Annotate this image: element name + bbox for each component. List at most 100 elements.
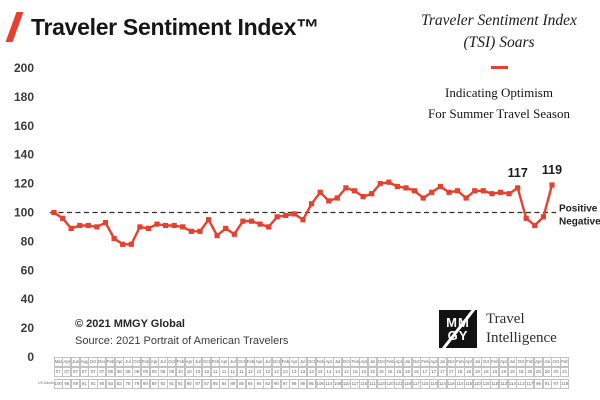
axis-month-cell: Feb	[420, 357, 430, 367]
tsi-data-point	[51, 209, 57, 216]
tsi-data-point	[154, 221, 160, 227]
y-axis-tick: 140	[14, 148, 34, 162]
axis-month-cell: Apr	[464, 357, 474, 367]
tsi-data-point	[386, 179, 392, 185]
axis-year-cell: 09	[140, 367, 151, 377]
logo-wordmark-line1: Travel	[486, 311, 525, 328]
axis-value-cell: 93	[105, 378, 116, 389]
tsi-data-point	[463, 195, 469, 201]
tsi-data-point	[506, 191, 512, 197]
axis-month-cell: Apr	[429, 357, 439, 367]
axis-year-cell: 16	[411, 367, 421, 377]
axis-month-cell: Jul	[507, 357, 517, 367]
axis-value-cell: 96	[533, 378, 544, 389]
axis-year-cell: 21	[560, 367, 570, 377]
axis-month-cell: Jul	[228, 357, 238, 367]
axis-year-cell: 17	[437, 367, 448, 377]
tsi-data-point	[420, 195, 426, 201]
axis-year-cell: 19	[507, 367, 517, 377]
axis-year-cell: 12	[245, 367, 255, 377]
axis-year-cell: 07	[97, 367, 107, 377]
axis-year-cell: 10	[175, 367, 186, 377]
axis-year-cell: 20	[525, 367, 535, 377]
axis-month-cell: Jul	[437, 357, 448, 367]
callout-headline-line2: (TSI) Soars	[463, 33, 535, 51]
axis-month-cell: Feb	[315, 357, 325, 367]
axis-year-cell: 07	[70, 367, 81, 377]
axis-value-cell: 90	[97, 378, 107, 389]
tsi-data-point	[231, 231, 237, 237]
tsi-data-point	[171, 222, 177, 229]
tsi-data-point	[497, 189, 504, 195]
y-axis-tick: 160	[14, 119, 34, 133]
tsi-data-point	[360, 194, 366, 200]
axis-value-cell: 118	[446, 378, 456, 389]
axis-value-cell: 90	[271, 378, 282, 389]
footer-note: © 2021 MMGY Global Source: 2021 Portrait…	[75, 316, 288, 349]
axis-month-cell: Oct	[376, 357, 386, 367]
axis-year-cell: 14	[341, 367, 351, 377]
axis-series-label	[38, 367, 54, 377]
axis-value-cell: 97	[280, 378, 290, 389]
axis-month-cell: Jul	[158, 357, 168, 367]
y-axis-tick: 180	[14, 90, 34, 104]
axis-month-cell: Jul	[263, 357, 273, 367]
callout-headline: Traveler Sentiment Index (TSI) Soars	[398, 10, 600, 53]
axis-value-cell: 89	[228, 378, 238, 389]
axis-month-cell: Feb	[385, 357, 395, 367]
axis-year-cell: 14	[333, 367, 343, 377]
axis-year-cell: 09	[158, 367, 168, 377]
callout-headline-line1: Traveler Sentiment Index	[421, 12, 577, 29]
axis-value-cell: 87	[193, 378, 203, 389]
axis-year-cell: 07	[79, 367, 89, 377]
axis-value-cell: 110	[472, 378, 482, 389]
axis-month-cell: Feb	[280, 357, 290, 367]
axis-year-cell: 14	[315, 367, 325, 377]
axis-month-cell: Feb	[175, 357, 186, 367]
tsi-data-point	[248, 218, 255, 224]
axis-table-row: 07 07 07 07 07 07 08 08 08 08 09 09 09 09 10 10 10 10 11 11…	[38, 367, 570, 377]
axis-year-cell: 13	[298, 367, 308, 377]
negative-label: Negative	[559, 217, 600, 228]
axis-value-cell: 106	[315, 378, 325, 389]
copyright-text: © 2021 MMGY Global	[75, 318, 185, 330]
tsi-data-point	[540, 214, 546, 220]
axis-value-cell: 91	[167, 378, 177, 389]
axis-year-cell: 07	[88, 367, 98, 377]
axis-value-cell: 78	[123, 378, 133, 389]
axis-value-cell: 117	[525, 378, 535, 389]
tsi-data-point	[429, 189, 435, 195]
axis-month-cell: Mar	[53, 357, 63, 367]
y-axis-tick: 80	[21, 234, 35, 248]
axis-value-cell: 95	[210, 378, 220, 389]
axis-year-cell: 08	[105, 367, 116, 377]
axis-value-cell: 114	[437, 378, 448, 389]
axis-month-cell: Apr	[184, 357, 194, 367]
header: Traveler Sentiment Index™	[5, 12, 319, 42]
axis-year-cell: 13	[306, 367, 317, 377]
y-axis-tick: 0	[27, 350, 34, 364]
axis-month-cell: Jul	[367, 357, 378, 367]
axis-year-cell: 16	[402, 367, 413, 377]
axis-value-cell: 108	[333, 378, 343, 389]
logo-wordmark-line2: Intelligence	[486, 330, 557, 346]
axis-value-cell: 89	[70, 378, 81, 389]
tsi-data-point	[214, 233, 220, 239]
y-axis-tick: 40	[21, 292, 35, 306]
axis-year-cell: 18	[472, 367, 482, 377]
axis-year-cell: 15	[376, 367, 386, 377]
axis-year-cell: 12	[254, 367, 264, 377]
tsi-data-point	[377, 181, 383, 187]
tsi-data-point	[197, 228, 203, 234]
axis-month-cell: Oct	[551, 357, 561, 367]
axis-month-cell: Apr	[62, 357, 72, 367]
axis-value-cell: 118	[402, 378, 413, 389]
tsi-data-point	[369, 191, 375, 197]
tsi-data-point	[309, 201, 315, 207]
tsi-data-point	[549, 182, 555, 188]
tsi-data-point	[94, 224, 100, 230]
tsi-data-point	[394, 183, 400, 190]
tsi-data-point	[102, 220, 109, 226]
callout-sub-line1: Indicating Optimism	[445, 85, 553, 101]
axis-value-cell: 115	[490, 378, 500, 389]
